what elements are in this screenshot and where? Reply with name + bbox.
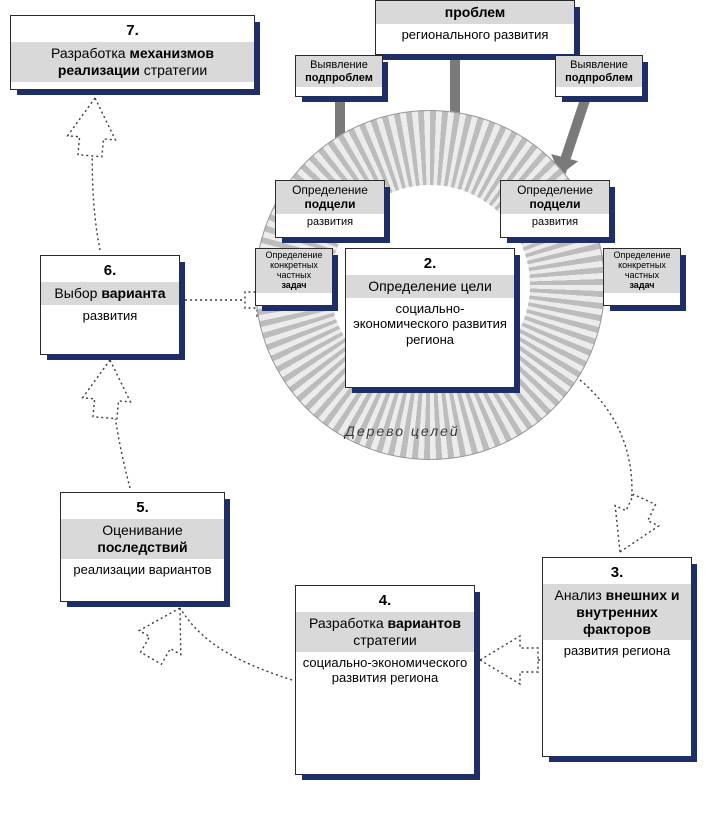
task-box: Определениеконкретныхчастныхзадач bbox=[255, 248, 333, 306]
step-number: 4. bbox=[296, 592, 474, 610]
subgoal-box: Определение подцелиразвития bbox=[275, 180, 385, 238]
dotted-arrowhead-4-to-5 bbox=[139, 608, 181, 664]
subgoal-subtitle: развития bbox=[276, 214, 384, 233]
subgoal-title: Определение подцели bbox=[276, 181, 384, 214]
subgoal-title: Определение подцели bbox=[501, 181, 609, 214]
subgoal-subtitle: развития bbox=[501, 214, 609, 233]
step-number: 6. bbox=[41, 262, 179, 280]
diagram-stage: Дерево целей 7. Разработка механизмов реал… bbox=[0, 0, 720, 820]
dotted-arrowhead-6-to-7 bbox=[68, 98, 116, 157]
dotted-arrow-4-to-5 bbox=[180, 608, 292, 680]
dotted-arrowhead-ring-to-3 bbox=[615, 494, 659, 552]
step-subtitle: регионального развития bbox=[376, 24, 574, 49]
step-3-box: 3. Анализ внешних и внутренних факторовра… bbox=[542, 557, 692, 757]
task-box: Определениеконкретныхчастныхзадач bbox=[603, 248, 681, 306]
subproblem-box: Выявлениеподпроблем bbox=[555, 55, 643, 97]
step-number: 2. bbox=[346, 255, 514, 273]
step-5-box: 5. Оценивание последствийреализации вариа… bbox=[60, 492, 225, 602]
step-subtitle: социально-экономического развития регион… bbox=[346, 298, 514, 354]
step-title: Разработка механизмов реализации стратег… bbox=[11, 42, 254, 82]
subgoal-box: Определение подцелиразвития bbox=[500, 180, 610, 238]
step-7-box: 7. Разработка механизмов реализации страт… bbox=[10, 15, 255, 90]
step-number: 7. bbox=[11, 22, 254, 40]
step-subtitle: развития bbox=[41, 305, 179, 330]
step-number: 3. bbox=[543, 564, 691, 582]
step-title: Анализ внешних и внутренних факторов bbox=[543, 584, 691, 640]
step-subtitle: развития региона bbox=[543, 640, 691, 665]
step-title: Выбор варианта bbox=[41, 282, 179, 305]
goal-tree-label: Дерево целей bbox=[345, 423, 460, 439]
step-title: Определение цели bbox=[346, 275, 514, 298]
step-2-box: 2. Определение целисоциально-экономическо… bbox=[345, 248, 515, 388]
step-title: проблем bbox=[376, 1, 574, 24]
step-4-box: 4. Разработка вариантов стратегиисоциальн… bbox=[295, 585, 475, 775]
step-1-problems-box: проблемрегионального развития bbox=[375, 0, 575, 55]
step-title: Оценивание последствий bbox=[61, 519, 224, 559]
dotted-arrowhead-5-to-6 bbox=[83, 360, 131, 419]
step-subtitle: социально-экономического развития регион… bbox=[296, 652, 474, 692]
step-number: 5. bbox=[61, 499, 224, 517]
step-subtitle: реализации вариантов bbox=[61, 559, 224, 584]
step-title: Разработка вариантов стратегии bbox=[296, 612, 474, 652]
dotted-arrowhead-3-to-4 bbox=[480, 636, 538, 684]
subproblem-box: Выявлениеподпроблем bbox=[295, 55, 383, 97]
step-6-box: 6. Выбор вариантаразвития bbox=[40, 255, 180, 355]
